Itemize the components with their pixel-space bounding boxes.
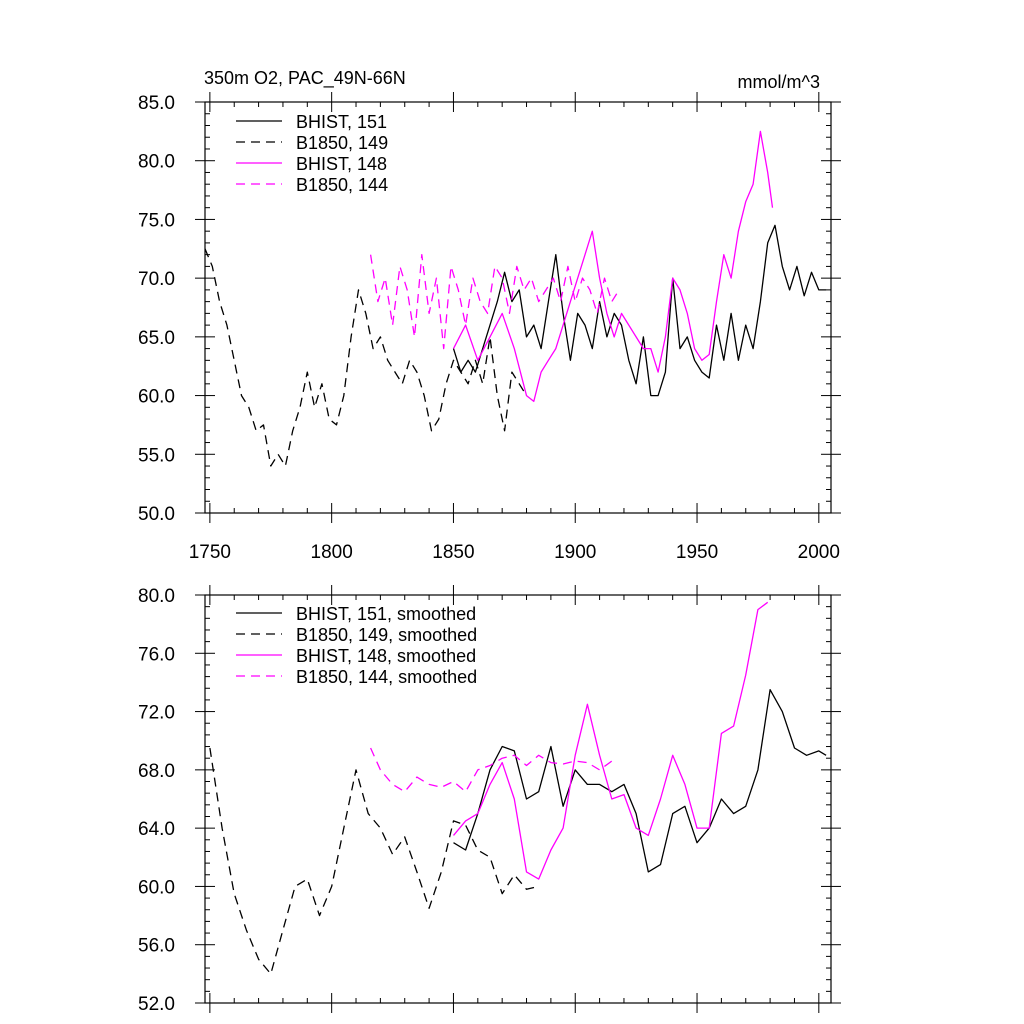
top-x-tick-label: 1900 bbox=[554, 542, 596, 563]
top-series-line-2 bbox=[452, 130, 774, 403]
top-axes: 1750 1800 1850 1900 1950 2000 50.0 55.0 60.0 65.0… bbox=[138, 92, 841, 563]
bottom-panel: 52.0 56.0 60.0 64.0 68.0 72.0 76.0 80.0 BHIST, … bbox=[138, 585, 841, 1015]
top-legend-label-1: B1850, 149 bbox=[296, 133, 388, 153]
bottom-series-line-2 bbox=[453, 601, 769, 880]
bottom-plot-frame bbox=[204, 594, 832, 1004]
bottom-series-line-1 bbox=[209, 747, 539, 975]
bottom-legend-label-2: BHIST, 148, smoothed bbox=[296, 646, 476, 666]
bottom-legend-label-3: B1850, 144, smoothed bbox=[296, 667, 477, 687]
top-series-line-1 bbox=[204, 248, 528, 467]
bottom-y-tick-label: 52.0 bbox=[138, 994, 175, 1015]
top-legend-label-2: BHIST, 148 bbox=[296, 154, 387, 174]
top-x-tick-label: 2000 bbox=[798, 542, 840, 563]
top-x-tick-label: 1800 bbox=[311, 542, 353, 563]
top-y-tick-label: 75.0 bbox=[138, 210, 175, 231]
bottom-legend-label-0: BHIST, 151, smoothed bbox=[296, 604, 476, 624]
bottom-legend-label-1: B1850, 149, smoothed bbox=[296, 625, 477, 645]
top-chart-units: mmol/m^3 bbox=[738, 72, 820, 92]
bottom-y-tick-label: 60.0 bbox=[138, 877, 175, 898]
top-series-line-3 bbox=[369, 254, 620, 350]
bottom-y-tick-label: 72.0 bbox=[138, 703, 175, 724]
top-y-tick-label: 85.0 bbox=[138, 93, 175, 114]
top-y-tick-label: 70.0 bbox=[138, 269, 175, 290]
top-x-tick-label: 1750 bbox=[189, 542, 231, 563]
top-chart-title: 350m O2, PAC_49N-66N bbox=[204, 68, 406, 89]
bottom-series-line-0 bbox=[453, 689, 827, 873]
bottom-y-tick-label: 56.0 bbox=[138, 936, 175, 957]
bottom-series bbox=[209, 601, 827, 975]
bottom-axes: 52.0 56.0 60.0 64.0 68.0 72.0 76.0 80.0 bbox=[138, 585, 841, 1015]
top-y-tick-label: 65.0 bbox=[138, 328, 175, 349]
bottom-y-tick-label: 80.0 bbox=[138, 586, 175, 607]
top-y-tick-label: 50.0 bbox=[138, 504, 175, 525]
top-legend-label-3: B1850, 144 bbox=[296, 175, 388, 195]
top-y-tick-label: 60.0 bbox=[138, 387, 175, 408]
top-series bbox=[204, 130, 827, 467]
bottom-y-tick-label: 64.0 bbox=[138, 819, 175, 840]
top-panel: 350m O2, PAC_49N-66N mmol/m^3 1750 1800 18… bbox=[138, 68, 841, 563]
top-y-tick-label: 55.0 bbox=[138, 445, 175, 466]
bottom-series-line-3 bbox=[370, 747, 613, 793]
top-x-tick-label: 1950 bbox=[676, 542, 718, 563]
bottom-y-tick-label: 68.0 bbox=[138, 761, 175, 782]
top-legend-label-0: BHIST, 151 bbox=[296, 112, 387, 132]
bottom-y-tick-label: 76.0 bbox=[138, 644, 175, 665]
top-y-tick-label: 80.0 bbox=[138, 152, 175, 173]
top-plot-frame bbox=[204, 101, 832, 514]
top-x-tick-label: 1850 bbox=[432, 542, 474, 563]
top-series-line-0 bbox=[452, 224, 827, 397]
